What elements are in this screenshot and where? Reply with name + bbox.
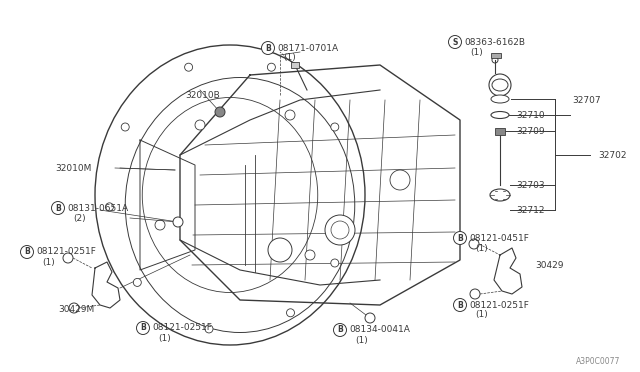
Text: 08363-6162B: 08363-6162B <box>464 38 525 46</box>
Text: 08131-0651A: 08131-0651A <box>67 203 128 212</box>
Text: 32707: 32707 <box>572 96 600 105</box>
Text: 32010M: 32010M <box>55 164 92 173</box>
Text: B: B <box>265 44 271 52</box>
Text: S: S <box>452 38 458 46</box>
Circle shape <box>155 220 165 230</box>
Text: (1): (1) <box>283 52 296 61</box>
Text: (1): (1) <box>475 311 488 320</box>
Text: 08121-0251F: 08121-0251F <box>36 247 96 257</box>
Text: 30429M: 30429M <box>58 305 94 314</box>
Circle shape <box>121 123 129 131</box>
Text: 32709: 32709 <box>516 126 545 135</box>
Text: (1): (1) <box>355 336 368 344</box>
Circle shape <box>287 309 294 317</box>
Text: B: B <box>24 247 30 257</box>
Circle shape <box>454 298 467 311</box>
Circle shape <box>390 170 410 190</box>
Circle shape <box>470 289 480 299</box>
Circle shape <box>469 239 479 249</box>
Text: 32703: 32703 <box>516 180 545 189</box>
Text: 32702: 32702 <box>598 151 627 160</box>
Circle shape <box>262 42 275 55</box>
Circle shape <box>285 110 295 120</box>
Circle shape <box>173 217 183 227</box>
Text: B: B <box>457 234 463 243</box>
Polygon shape <box>495 128 505 135</box>
Ellipse shape <box>492 79 508 91</box>
Circle shape <box>365 313 375 323</box>
Text: 32010B: 32010B <box>185 90 220 99</box>
Circle shape <box>133 278 141 286</box>
Circle shape <box>305 250 315 260</box>
Text: 32710: 32710 <box>516 110 545 119</box>
Circle shape <box>136 321 150 334</box>
Ellipse shape <box>491 95 509 103</box>
Text: 30429: 30429 <box>535 260 563 269</box>
Polygon shape <box>491 53 501 58</box>
Circle shape <box>106 203 113 211</box>
Circle shape <box>184 63 193 71</box>
Ellipse shape <box>489 74 511 96</box>
Circle shape <box>331 221 349 239</box>
Text: B: B <box>457 301 463 310</box>
Text: (1): (1) <box>470 48 483 57</box>
Text: 08121-0251F: 08121-0251F <box>469 301 529 310</box>
Text: (1): (1) <box>42 257 55 266</box>
Text: (1): (1) <box>158 334 171 343</box>
Circle shape <box>331 123 339 131</box>
Circle shape <box>51 202 65 215</box>
Circle shape <box>492 57 498 63</box>
Text: B: B <box>140 324 146 333</box>
Circle shape <box>215 107 225 117</box>
Circle shape <box>333 324 346 337</box>
Circle shape <box>63 253 73 263</box>
Circle shape <box>449 35 461 48</box>
Text: B: B <box>337 326 343 334</box>
Text: 08121-0251F: 08121-0251F <box>152 324 212 333</box>
Circle shape <box>331 259 339 267</box>
Text: 32712: 32712 <box>516 205 545 215</box>
Circle shape <box>454 231 467 244</box>
Circle shape <box>20 246 33 259</box>
Text: 08134-0041A: 08134-0041A <box>349 326 410 334</box>
Text: B: B <box>55 203 61 212</box>
Circle shape <box>195 120 205 130</box>
Circle shape <box>268 238 292 262</box>
Text: 08121-0451F: 08121-0451F <box>469 234 529 243</box>
Circle shape <box>325 215 355 245</box>
Polygon shape <box>291 62 299 68</box>
Text: (1): (1) <box>475 244 488 253</box>
Text: A3P0C0077: A3P0C0077 <box>575 357 620 366</box>
Circle shape <box>69 303 79 313</box>
Text: (2): (2) <box>73 214 86 222</box>
Circle shape <box>268 63 275 71</box>
Text: 08171-0701A: 08171-0701A <box>277 44 338 52</box>
Circle shape <box>205 325 213 333</box>
